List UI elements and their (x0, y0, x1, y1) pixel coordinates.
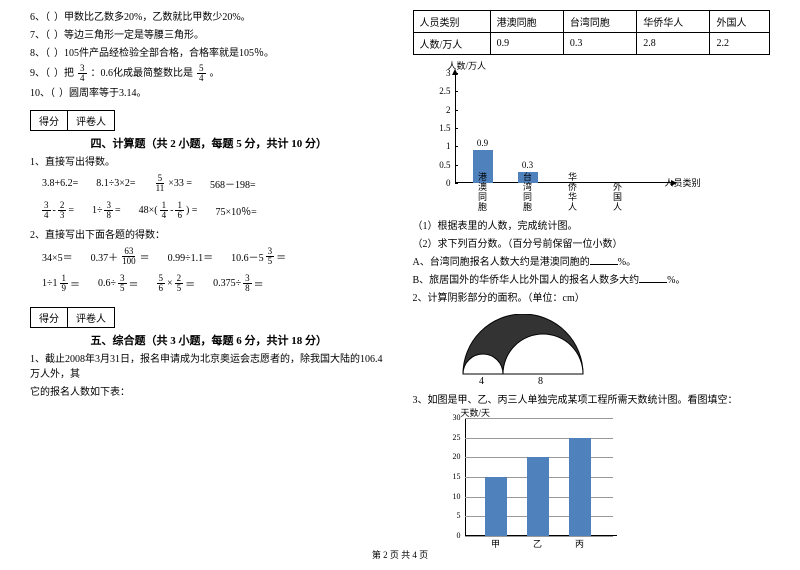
c2-ytick: 25 (447, 433, 461, 442)
judge-7: 7、（）等边三角形一定是等腰三角形。 (30, 28, 388, 43)
left-column: 6、（）甲数比乙数多20%，乙数就比甲数少20%。 7、（）等边三角形一定是等腰… (30, 10, 388, 552)
ytick: 1 (433, 141, 451, 151)
calc-row-1: 3.8+6.2= 8.1÷3×2= 511×33 = 568－198= (42, 174, 388, 193)
c2-bar (527, 457, 549, 536)
x-label: 外国人 (612, 183, 624, 213)
q4-1: 1、直接写出得数。 (30, 155, 388, 170)
days-bar-chart: 天数/天 051015202530 甲乙丙 (443, 412, 623, 552)
q1-d: B、旅居国外的华侨华人比外国人的报名人数多大约%。 (413, 273, 771, 288)
c2-ytick: 15 (447, 472, 461, 481)
label-8: 8 (538, 376, 543, 386)
blank-fill (639, 273, 667, 283)
c2-ytick: 30 (447, 413, 461, 422)
section-5-title: 五、综合题（共 3 小题，每题 6 分，共计 18 分） (30, 332, 388, 348)
q5-1b: 它的报名人数如下表： (30, 385, 388, 400)
score-box-4: 得分 评卷人 (30, 110, 115, 131)
ytick: 2 (433, 105, 451, 115)
section-4-title: 四、计算题（共 2 小题，每题 5 分，共计 10 分） (30, 135, 388, 151)
q1-a: （1）根据表里的人数，完成统计图。 (413, 219, 771, 234)
ytick: 3 (433, 68, 451, 78)
calc-row-4: 1÷119 ＝ 0.6÷35 ＝ 56 × 25 ＝ 0.375÷38 ＝ (42, 274, 388, 293)
volunteer-bar-chart: 人数/万人 人员类别 00.511.522.53 0.9港澳同胞0.3台湾同胞华… (433, 63, 683, 213)
frac-3-4: 34 (78, 64, 87, 83)
volunteer-table: 人员类别 港澳同胞 台湾同胞 华侨华人 外国人 人数/万人 0.9 0.3 2.… (413, 10, 771, 55)
c2-bar (485, 477, 507, 536)
x-label: 港澳同胞 (477, 173, 489, 213)
bar-value: 0.9 (471, 138, 495, 148)
judge-10: 10、（）圆周率等于3.14。 (30, 86, 388, 101)
q1-c: A、台湾同胞报名人数大约是港澳同胞的%。 (413, 255, 771, 270)
x-label: 台湾同胞 (522, 173, 534, 213)
score-box-5: 得分 评卷人 (30, 307, 115, 328)
bar-value: 0.3 (516, 160, 540, 170)
judge-6: 6、（）甲数比乙数多20%，乙数就比甲数少20%。 (30, 10, 388, 25)
judge-8: 8、（）105件产品经检验全部合格，合格率就是105％。 (30, 46, 388, 61)
table-data-row: 人数/万人 0.9 0.3 2.8 2.2 (413, 33, 770, 55)
ytick: 1.5 (433, 123, 451, 133)
page-footer: 第 2 页 共 4 页 (0, 548, 800, 561)
calc-row-2: 34 - 23 = 1÷38 = 48×(14 - 16) = 75×10％= (42, 201, 388, 220)
ytick: 2.5 (433, 86, 451, 96)
q4-2: 2、直接写出下面各题的得数： (30, 228, 388, 243)
x-axis-title: 人员类别 (664, 176, 700, 189)
c2-ytick: 0 (447, 531, 461, 540)
c2-ytick: 10 (447, 492, 461, 501)
table-header-row: 人员类别 港澳同胞 台湾同胞 华侨华人 外国人 (413, 11, 770, 33)
right-column: 人员类别 港澳同胞 台湾同胞 华侨华人 外国人 人数/万人 0.9 0.3 2.… (413, 10, 771, 552)
calc-row-3: 34×5＝ 0.37＋63100 ＝ 0.99÷1.1＝ 10.6－535 ＝ (42, 247, 388, 266)
c2-ytick: 5 (447, 511, 461, 520)
label-4: 4 (479, 376, 484, 386)
semicircle-svg: 4 8 (453, 314, 603, 386)
x-label: 华侨华人 (567, 173, 579, 213)
frac-5-4: 54 (197, 64, 206, 83)
shaded-semicircle-figure: 4 8 (453, 314, 771, 389)
q2: 2、计算阴影部分的面积。（单位：cm） (413, 291, 771, 306)
q5-1a: 1、截止2008年3月31日，报名申请成为北京奥运会志愿者的，除我国大陆的106… (30, 352, 388, 382)
c2-bar (569, 438, 591, 536)
ytick: 0.5 (433, 160, 451, 170)
q1-b: （2）求下列百分数。（百分号前保留一位小数） (413, 237, 771, 252)
blank-fill (590, 255, 618, 265)
ytick: 0 (433, 178, 451, 188)
judge-9: 9、（ ）把 34 ：0.6化成最简整数比是 54 。 (30, 64, 388, 83)
c2-ytick: 20 (447, 452, 461, 461)
